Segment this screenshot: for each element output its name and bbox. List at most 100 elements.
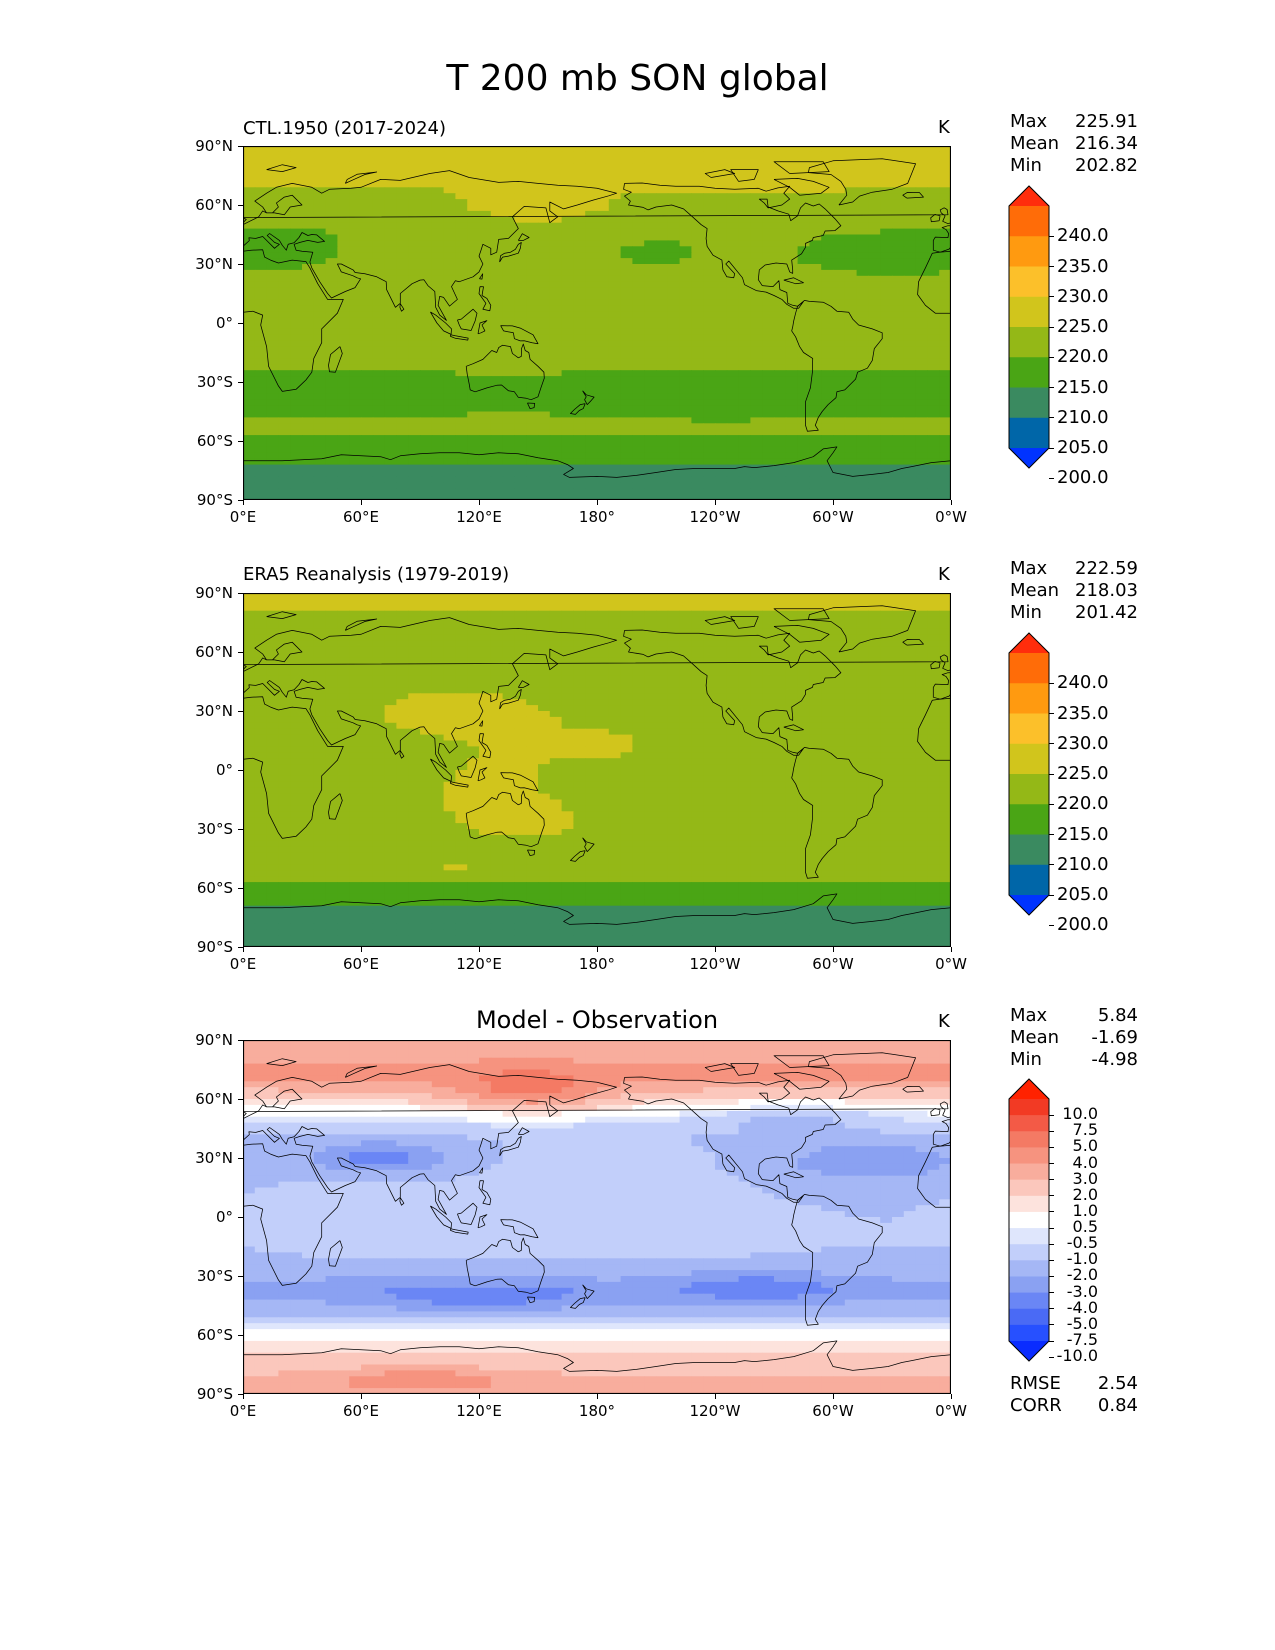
field-cell bbox=[726, 399, 740, 407]
field-cell bbox=[656, 675, 669, 683]
field-cell bbox=[915, 622, 928, 629]
field-cell bbox=[880, 258, 893, 265]
field-cell bbox=[479, 610, 492, 618]
field-cell bbox=[372, 264, 386, 271]
field-cell bbox=[608, 464, 622, 472]
field-cell bbox=[443, 169, 456, 177]
field-cell bbox=[431, 228, 445, 236]
field-cell bbox=[774, 417, 787, 424]
field-cell bbox=[726, 634, 740, 641]
field-cell bbox=[597, 669, 610, 677]
field-cell bbox=[656, 488, 669, 495]
field-cell bbox=[892, 699, 905, 706]
field-cell bbox=[325, 429, 338, 436]
field-cell bbox=[620, 393, 633, 401]
field-cell bbox=[679, 411, 692, 418]
field-cell bbox=[479, 199, 492, 206]
field-cell bbox=[254, 175, 268, 182]
field-cell bbox=[585, 411, 598, 418]
field-cell bbox=[903, 340, 917, 348]
field-cell bbox=[679, 346, 692, 354]
field-cell bbox=[785, 657, 799, 665]
field-cell bbox=[302, 299, 315, 306]
field-cell bbox=[632, 464, 645, 472]
field-cell bbox=[632, 269, 645, 277]
field-cell bbox=[502, 193, 515, 200]
field-cell bbox=[868, 699, 881, 706]
field-cell bbox=[372, 634, 386, 641]
field-cell bbox=[420, 317, 433, 324]
field-cell bbox=[715, 640, 728, 647]
field-cell bbox=[844, 346, 858, 354]
field-cell bbox=[396, 364, 409, 371]
field-cell bbox=[809, 305, 822, 312]
field-cell bbox=[903, 175, 917, 182]
field-cell bbox=[479, 210, 492, 218]
field-cell bbox=[290, 382, 303, 389]
field-cell bbox=[325, 446, 338, 454]
field-cell bbox=[479, 593, 492, 600]
field-cell bbox=[608, 163, 622, 171]
field-cell bbox=[361, 387, 374, 395]
field-cell bbox=[467, 281, 480, 289]
field-cell bbox=[455, 476, 468, 483]
field-cell bbox=[715, 675, 728, 683]
field-cell bbox=[290, 593, 303, 600]
field-cell bbox=[656, 210, 669, 218]
field-cell bbox=[384, 264, 397, 271]
field-cell bbox=[833, 205, 846, 212]
field-cell bbox=[821, 269, 834, 277]
field-cell bbox=[809, 216, 822, 224]
field-cell bbox=[608, 429, 622, 436]
field-cell bbox=[880, 669, 893, 677]
field-cell bbox=[349, 205, 362, 212]
field-cell bbox=[431, 634, 445, 641]
field-cell bbox=[844, 275, 858, 283]
field-cell bbox=[384, 494, 397, 500]
field-cell bbox=[467, 175, 480, 182]
field-cell bbox=[774, 652, 787, 659]
field-cell bbox=[691, 358, 704, 365]
field-cell bbox=[490, 711, 504, 718]
field-cell bbox=[656, 352, 669, 359]
field-cell bbox=[325, 346, 338, 354]
field-cell bbox=[526, 598, 539, 606]
field-cell bbox=[290, 346, 303, 354]
field-cell bbox=[420, 246, 433, 253]
field-cell bbox=[396, 352, 409, 359]
field-cell bbox=[420, 622, 433, 629]
field-cell bbox=[667, 399, 681, 407]
field-cell bbox=[266, 675, 279, 683]
field-cell bbox=[738, 593, 751, 600]
field-cell bbox=[738, 446, 751, 454]
field-cell bbox=[384, 640, 397, 647]
coastline bbox=[773, 178, 830, 196]
field-cell bbox=[821, 693, 834, 700]
field-cell bbox=[915, 640, 928, 647]
field-cell bbox=[856, 382, 869, 389]
field-cell bbox=[290, 193, 303, 200]
field-cell bbox=[939, 417, 951, 424]
field-cell bbox=[443, 252, 456, 259]
field-cell bbox=[644, 657, 657, 665]
field-cell bbox=[809, 370, 822, 377]
field-cell bbox=[691, 429, 704, 436]
field-cell bbox=[455, 216, 468, 224]
field-cell bbox=[361, 393, 374, 401]
field-cell bbox=[809, 628, 822, 635]
field-cell bbox=[774, 705, 787, 712]
field-cell bbox=[691, 222, 704, 230]
field-cell bbox=[691, 246, 704, 253]
field-cell bbox=[632, 435, 645, 442]
field-cell bbox=[774, 699, 787, 706]
field-cell bbox=[927, 299, 940, 306]
field-cell bbox=[549, 181, 563, 188]
field-cell bbox=[679, 157, 692, 165]
field-cell bbox=[656, 446, 669, 454]
field-cell bbox=[243, 488, 256, 495]
field-cell bbox=[856, 281, 869, 289]
field-cell bbox=[372, 610, 386, 618]
field-cell bbox=[797, 652, 810, 659]
field-cell bbox=[656, 328, 669, 336]
field-cell bbox=[313, 705, 327, 712]
